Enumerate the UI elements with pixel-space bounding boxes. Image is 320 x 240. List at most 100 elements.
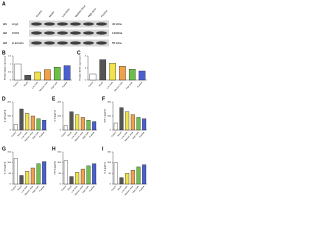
- x-tick-label: Positive: [89, 130, 96, 138]
- x-tick-label: Medium dose: [25, 185, 35, 196]
- protein-label: iNOS: [12, 31, 19, 35]
- x-tick-label: Model: [18, 185, 23, 191]
- y-tick-label: 150: [7, 152, 11, 154]
- x-tick-label: Control: [61, 131, 68, 138]
- bar: [69, 176, 74, 185]
- x-tick-label: Positive: [89, 184, 96, 192]
- bar: [14, 63, 22, 81]
- size-label: 130kDa: [112, 31, 123, 35]
- panel-letter: G: [2, 146, 6, 152]
- x-tick-label: High dose: [32, 131, 40, 140]
- x-tick-label: High dose: [82, 131, 90, 140]
- y-tick-label: 50: [59, 173, 62, 175]
- x-tick-label: Positive: [139, 184, 146, 192]
- y-tick-label: 50: [109, 173, 112, 175]
- x-tick-label: Model: [24, 81, 29, 87]
- bar: [136, 166, 141, 185]
- blot-band: [57, 31, 68, 35]
- x-tick-label: Medium dose: [25, 131, 35, 142]
- x-tick-label: Positive: [136, 80, 143, 88]
- bar: [130, 114, 135, 131]
- bar: [30, 167, 35, 185]
- y-axis-label: Relative iNOS expression: [79, 55, 82, 81]
- y-tick-label: 200: [107, 102, 111, 104]
- x-tick-label: Medium dose: [125, 185, 135, 196]
- bar: [80, 117, 85, 131]
- y-tick-label: 50: [9, 173, 12, 175]
- blot-band: [70, 41, 81, 45]
- bar: [63, 160, 68, 185]
- x-tick-label: Control: [13, 81, 20, 88]
- y-axis-label: TGF-β (pg/ml): [55, 161, 57, 175]
- panel-letter: C: [77, 50, 81, 56]
- y-tick-label: 0: [85, 80, 87, 82]
- y-tick-label: 200: [7, 102, 11, 104]
- x-tick-label: Medium dose: [39, 81, 49, 92]
- x-tick-label: High dose: [51, 81, 59, 90]
- y-axis-label: IL-6 (pg/ml): [55, 110, 57, 121]
- y-tick-label: 100: [107, 116, 111, 118]
- x-tick-label: Control: [11, 131, 18, 138]
- x-tick-label: Positive: [61, 80, 68, 88]
- bar: [13, 124, 18, 131]
- x-tick-label: Model: [68, 185, 73, 191]
- panel-letter: B: [2, 50, 6, 56]
- y-tick-label: 0: [110, 130, 112, 132]
- blot-band: [70, 31, 81, 35]
- x-tick-label: Positive: [39, 184, 46, 192]
- bar: [53, 67, 61, 81]
- blot-band: [44, 31, 55, 35]
- figure: A Control Model Low dose Medium dose High do…: [0, 0, 150, 200]
- x-tick-label: Control: [88, 81, 95, 88]
- bar: [25, 171, 30, 185]
- x-tick-label: Model: [68, 131, 73, 137]
- protein-label: β-tubulin: [12, 41, 24, 45]
- x-tick-label: Medium dose: [114, 81, 124, 92]
- protein-label: Arg1: [12, 22, 19, 26]
- blot-band: [31, 22, 42, 26]
- x-tick-label: Model: [18, 131, 23, 137]
- panel-letter: F: [102, 96, 105, 102]
- lane-label: Control: [35, 10, 43, 18]
- x-tick-label: Control: [111, 185, 118, 192]
- blot-band: [31, 41, 42, 45]
- bar: [99, 59, 107, 81]
- x-tick-label: Model: [118, 131, 123, 137]
- bar: [24, 75, 32, 81]
- blot-band: [83, 22, 94, 26]
- x-tick-label: Model: [99, 81, 104, 87]
- y-tick-label: 2: [85, 68, 87, 70]
- blot-strip: [29, 39, 109, 47]
- bar: [92, 121, 97, 131]
- y-tick-label: 0: [10, 184, 12, 186]
- x-tick-label: Model: [118, 185, 123, 191]
- x-tick-label: High dose: [132, 131, 140, 140]
- bar: [142, 164, 147, 185]
- x-tick-label: Low dose: [71, 185, 79, 194]
- y-tick-label: 0: [10, 130, 12, 132]
- blot-strip: [29, 20, 109, 28]
- y-tick-label: 0.5: [8, 72, 12, 74]
- y-tick-label: 200: [57, 102, 61, 104]
- bar: [19, 108, 24, 131]
- bar: [42, 161, 47, 185]
- panel-letter: A: [2, 1, 6, 7]
- x-tick-label: Low dose: [121, 131, 129, 140]
- y-tick-label: 1.5: [8, 56, 12, 58]
- bar: [34, 71, 41, 81]
- size-label: 40 kDa: [112, 22, 122, 26]
- panel-letter: H: [52, 146, 56, 152]
- y-axis-label: IL-10 (pg/ml): [5, 162, 7, 175]
- blot-band: [44, 22, 55, 26]
- blot-band: [83, 41, 94, 45]
- bar: [75, 172, 80, 185]
- x-tick-label: Low dose: [71, 131, 79, 140]
- y-tick-label: 100: [7, 116, 11, 118]
- bar: [92, 163, 97, 185]
- x-tick-label: Control: [11, 185, 18, 192]
- panel-letter: I: [102, 146, 104, 152]
- panel-letter: D: [2, 96, 6, 102]
- bar: [119, 107, 124, 131]
- y-tick-label: 0: [10, 80, 12, 82]
- y-tick-label: 150: [107, 152, 111, 154]
